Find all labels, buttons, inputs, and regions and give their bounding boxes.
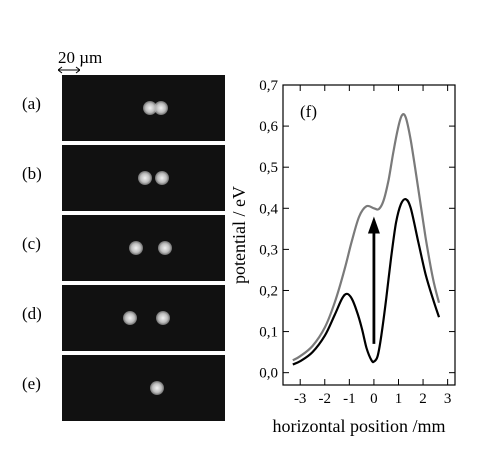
scale-bar-label: 20 µm xyxy=(58,48,103,67)
x-axis-label: horizontal position /mm xyxy=(273,416,446,436)
y-tick-label: 0,2 xyxy=(259,283,278,299)
scale-bar-arrow xyxy=(58,66,80,74)
plot-frame xyxy=(282,84,456,386)
ion-image-a xyxy=(62,75,225,141)
ion-spot xyxy=(122,311,137,325)
x-tick-label: -3 xyxy=(294,391,307,407)
panel-label-b: (b) xyxy=(22,164,42,183)
ion-spot xyxy=(137,171,152,185)
y-tick-label: 0,7 xyxy=(259,78,278,94)
series-line-1 xyxy=(292,113,441,362)
panel-label-f: (f) xyxy=(300,102,317,121)
ion-spot xyxy=(154,171,169,185)
panel-label-d: (d) xyxy=(22,304,42,323)
ion-spot xyxy=(142,101,157,115)
ion-spot xyxy=(150,381,164,395)
x-tick-label: 2 xyxy=(419,391,427,407)
ion-image-c xyxy=(62,215,225,281)
y-axis-label: potential / eV xyxy=(229,186,249,284)
y-tick-label: 0,3 xyxy=(259,242,278,258)
ion-spot xyxy=(157,241,172,255)
x-tick-label: -1 xyxy=(343,391,356,407)
y-tick-label: 0,1 xyxy=(259,325,278,341)
y-tick-label: 0,4 xyxy=(259,201,278,217)
ion-spot xyxy=(155,311,170,325)
ion-image-d xyxy=(62,285,225,351)
panel-label-e: (e) xyxy=(22,374,41,393)
x-tick-label: 0 xyxy=(370,391,378,407)
potential-chart: -3 -2 -1 0 1 2 3 0,0 0,1 0,2 0,3 0,4 0,5 0,6 0,7 horizo… xyxy=(229,78,456,436)
panel-label-c: (c) xyxy=(22,234,41,253)
x-tick-label: 3 xyxy=(444,391,452,407)
ion-image-b xyxy=(62,145,225,211)
x-tick-label: -2 xyxy=(319,391,332,407)
ion-spot xyxy=(154,101,169,115)
y-tick-label: 0,6 xyxy=(259,119,278,135)
panel-label-a: (a) xyxy=(22,94,41,113)
annotation-arrow-head xyxy=(367,216,380,234)
x-tick-label: 1 xyxy=(395,391,403,407)
ion-image-e xyxy=(62,355,225,421)
ion-spot xyxy=(129,241,144,255)
series-line-2 xyxy=(292,197,441,366)
y-tick-label: 0,5 xyxy=(259,160,278,176)
y-tick-label: 0,0 xyxy=(259,366,278,382)
